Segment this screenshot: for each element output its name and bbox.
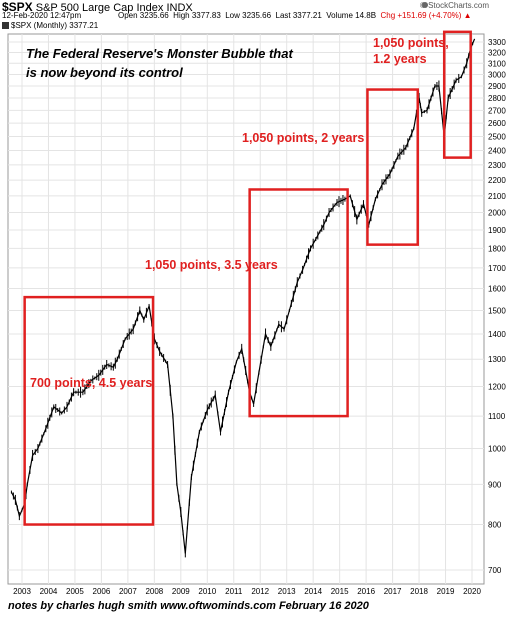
y-tick-label: 700: [488, 566, 502, 575]
stockcharts-logo-icon: [422, 2, 428, 8]
chart-header: $SPX S&P 500 Large Cap Index INDX © Stoc…: [0, 0, 513, 34]
date-stamp: 12-Feb-2020 12:47pm: [2, 11, 82, 20]
y-tick-label: 1300: [488, 355, 506, 364]
x-tick-label: 2008: [145, 587, 163, 596]
x-tick-label: 2012: [251, 587, 269, 596]
y-tick-label: 1700: [488, 264, 506, 273]
annotation-3: 1,050 points, 2 years: [242, 131, 365, 145]
annotation-4-line1: 1,050 points,: [373, 36, 449, 50]
x-tick-label: 2013: [278, 587, 296, 596]
x-tick-label: 2017: [384, 587, 402, 596]
y-tick-label: 900: [488, 480, 502, 489]
annotation-box-2: [248, 188, 349, 418]
x-tick-label: 2006: [93, 587, 111, 596]
low-value: Low 3235.66: [225, 11, 272, 20]
annotation-2: 1,050 points, 3.5 years: [145, 258, 278, 272]
chart-title-line1: The Federal Reserve's Monster Bubble tha…: [26, 46, 293, 61]
y-tick-label: 1100: [488, 412, 506, 421]
x-tick-label: 2009: [172, 587, 190, 596]
x-tick-label: 2003: [13, 587, 31, 596]
volume-value: Volume 14.8B: [326, 11, 377, 20]
y-tick-label: 1900: [488, 226, 506, 235]
x-tick-label: 2020: [463, 587, 481, 596]
x-tick-label: 2005: [66, 587, 84, 596]
y-tick-label: 3000: [488, 70, 506, 79]
y-tick-label: 1400: [488, 330, 506, 339]
y-tick-label: 3200: [488, 48, 506, 57]
y-tick-label: 800: [488, 521, 502, 530]
legend-square-icon: [2, 22, 9, 30]
x-tick-label: 2010: [198, 587, 216, 596]
annotation-1: 700 points, 4.5 years: [30, 376, 153, 390]
annotation-4: 1,050 points, 1.2 years: [373, 35, 449, 67]
x-tick-label: 2011: [225, 587, 243, 596]
open-value: Open 3235.66: [118, 11, 169, 20]
x-tick-label: 2007: [119, 587, 137, 596]
up-arrow-icon: ▲: [463, 11, 472, 20]
y-tick-label: 2400: [488, 146, 506, 155]
chart-title: The Federal Reserve's Monster Bubble tha…: [26, 44, 293, 82]
annotation-4-line2: 1.2 years: [373, 52, 427, 66]
annotation-box-3: [366, 88, 419, 246]
change-value: Chg +151.69 (+4.70%): [380, 11, 462, 20]
y-tick-label: 2900: [488, 82, 506, 91]
plot-area: [7, 33, 485, 585]
chart-title-line2: is now beyond its control: [26, 65, 183, 80]
x-tick-label: 2019: [437, 587, 455, 596]
index-name: S&P 500 Large Cap Index: [35, 2, 164, 14]
last-value: Last 3377.21: [275, 11, 322, 20]
x-tick-label: 2015: [331, 587, 349, 596]
x-tick-label: 2014: [304, 587, 322, 596]
y-tick-label: 2500: [488, 133, 506, 142]
ticker-line: $SPX S&P 500 Large Cap Index INDX: [2, 0, 193, 14]
annotation-box-4: [442, 30, 472, 159]
x-tick-label: 2004: [40, 587, 58, 596]
y-tick-label: 2300: [488, 161, 506, 170]
y-tick-label: 2600: [488, 119, 506, 128]
y-tick-label: 1500: [488, 306, 506, 315]
y-tick-label: 2200: [488, 176, 506, 185]
y-tick-label: 1600: [488, 285, 506, 294]
series-legend: $SPX (Monthly) 3377.21: [2, 21, 98, 30]
stockcharts-credit: © StockCharts.com: [420, 1, 489, 10]
exchange: INDX: [166, 2, 193, 14]
y-tick-label: 2700: [488, 106, 506, 115]
legend-text: $SPX (Monthly) 3377.21: [11, 21, 99, 30]
y-tick-label: 2800: [488, 94, 506, 103]
x-tick-label: 2016: [357, 587, 375, 596]
y-tick-label: 2100: [488, 192, 506, 201]
y-tick-label: 2000: [488, 209, 506, 218]
high-value: High 3377.83: [173, 11, 221, 20]
footer-note: notes by charles hugh smith www.oftwomin…: [8, 600, 369, 612]
price-line: [10, 38, 476, 554]
x-tick-label: 2018: [410, 587, 428, 596]
y-tick-label: 1800: [488, 244, 506, 253]
ticker-symbol: $SPX: [2, 0, 33, 14]
y-tick-label: 3100: [488, 59, 506, 68]
ohlc-line: Open 3235.66 High 3377.83 Low 3235.66 La…: [118, 11, 472, 20]
y-tick-label: 1000: [488, 445, 506, 454]
y-tick-label: 3300: [488, 38, 506, 47]
y-tick-label: 1200: [488, 382, 506, 391]
credit-text: © StockCharts.com: [419, 1, 489, 10]
annotation-box-1: [23, 295, 155, 526]
